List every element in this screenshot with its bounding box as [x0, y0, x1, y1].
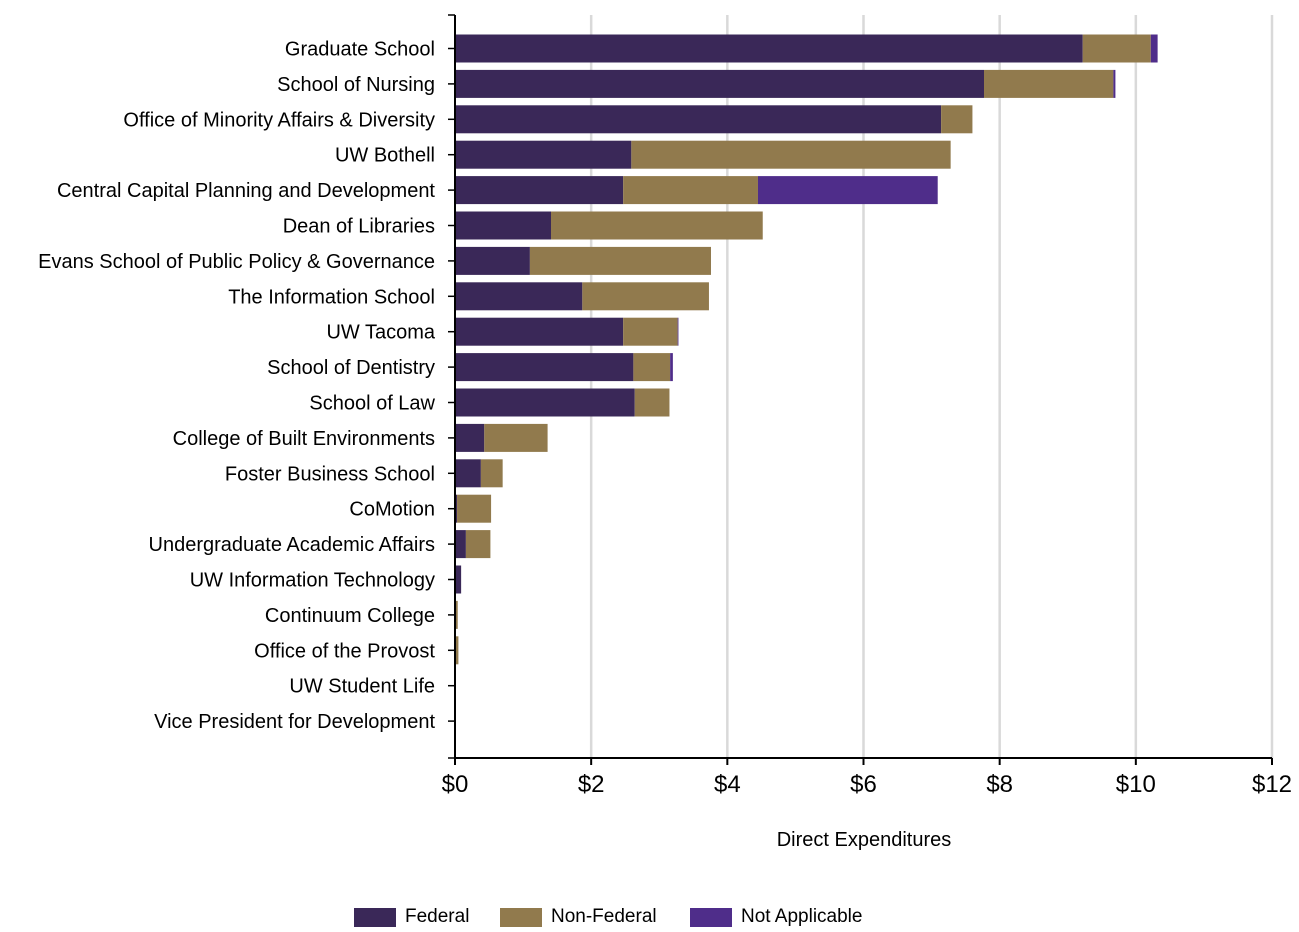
legend-swatch	[354, 907, 396, 927]
legend-item: Federal	[354, 906, 469, 928]
category-label: UW Bothell	[335, 145, 435, 167]
bar-segment	[1113, 69, 1116, 98]
bar-segment	[455, 459, 481, 488]
category-label: Dean of Libraries	[283, 216, 435, 238]
bar-segment	[670, 353, 673, 382]
x-tick-labels: $0 $2 $4 $6 $8 $10 $12	[442, 771, 1292, 798]
axes	[448, 14, 1273, 765]
bar-segment	[455, 105, 942, 134]
bar-segment	[484, 423, 548, 452]
gridlines	[589, 15, 1274, 758]
x-tick-label: $10	[1116, 771, 1156, 798]
bar-segment	[465, 530, 491, 559]
legend-swatch	[500, 907, 542, 927]
category-label: School of Nursing	[277, 74, 435, 96]
category-label: Office of the Provost	[254, 640, 435, 662]
bar-segment	[550, 211, 763, 240]
category-label: Continuum College	[265, 605, 435, 627]
category-label: School of Law	[309, 393, 435, 415]
legend-label: Not Applicable	[741, 906, 863, 927]
stacked-bar-chart: Graduate School School of Nursing Office o…	[38, 14, 1292, 851]
bar-segment	[455, 176, 624, 205]
bar-segment	[455, 600, 458, 629]
category-label: UW Student Life	[289, 676, 435, 698]
category-label: Undergraduate Academic Affairs	[149, 534, 435, 556]
category-label: Graduate School	[285, 39, 435, 61]
x-tick-label: $8	[986, 771, 1013, 798]
category-label: Central Capital Planning and Development	[57, 180, 435, 202]
category-label: UW Information Technology	[190, 570, 435, 592]
category-label: CoMotion	[349, 499, 435, 521]
bar-segment	[455, 282, 583, 311]
bar-segment	[457, 494, 492, 523]
category-label: Vice President for Development	[154, 711, 435, 733]
x-tick-label: $4	[714, 771, 741, 798]
category-labels: Graduate School School of Nursing Office o…	[38, 39, 436, 734]
legend-label: Federal	[405, 906, 470, 927]
bar-segment	[984, 69, 1114, 98]
bar-segment	[633, 353, 671, 382]
bar-segment	[623, 176, 758, 205]
bar-segment	[631, 140, 951, 169]
category-label: Office of Minority Affairs & Diversity	[123, 109, 435, 131]
category-label: The Information School	[228, 286, 435, 308]
category-label: UW Tacoma	[326, 322, 435, 344]
legend-item: Not Applicable	[690, 906, 862, 928]
bar-segment	[1082, 34, 1151, 63]
legend-label: Non-Federal	[551, 906, 657, 927]
bar-segment	[455, 494, 458, 523]
bar-segment	[455, 530, 466, 559]
bar-segment	[529, 246, 711, 275]
bars	[455, 34, 1158, 665]
bar-segment	[455, 388, 635, 417]
legend-item: Non-Federal	[500, 906, 657, 928]
bar-segment	[480, 459, 503, 488]
bar-segment	[757, 176, 938, 205]
legend: Federal Non-Federal Not Applicable	[0, 906, 1299, 932]
bar-segment	[455, 246, 530, 275]
bar-segment	[455, 211, 551, 240]
x-tick-label: $12	[1252, 771, 1292, 798]
bar-segment	[634, 388, 670, 417]
bar-segment	[455, 353, 634, 382]
bar-segment	[455, 423, 485, 452]
bar-segment	[455, 565, 462, 594]
bar-segment	[941, 105, 973, 134]
bar-segment	[455, 34, 1083, 63]
bar-segment	[677, 317, 679, 346]
category-label: Evans School of Public Policy & Governan…	[38, 251, 435, 273]
category-label: Foster Business School	[225, 463, 435, 485]
category-label: College of Built Environments	[173, 428, 435, 450]
x-tick-label: $0	[442, 771, 469, 798]
x-axis-title: Direct Expenditures	[777, 829, 952, 851]
bar-segment	[455, 636, 459, 665]
bar-segment	[1150, 34, 1158, 63]
bar-segment	[455, 317, 624, 346]
legend-swatch	[690, 907, 732, 927]
x-tick-label: $2	[578, 771, 605, 798]
bar-segment	[623, 317, 678, 346]
bar-segment	[582, 282, 709, 311]
bar-segment	[455, 140, 632, 169]
x-tick-label: $6	[850, 771, 877, 798]
category-label: School of Dentistry	[267, 357, 435, 379]
bar-segment	[455, 69, 985, 98]
